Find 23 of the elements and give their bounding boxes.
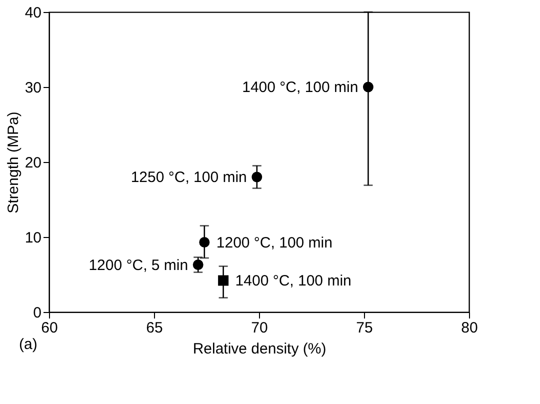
annotation: 1250 °C, 100 min [130, 169, 247, 186]
x-tick-label: 75 [356, 320, 373, 336]
point [192, 260, 204, 270]
y-tick-label: 20 [24, 154, 42, 172]
y-tick-label: 30 [24, 80, 42, 96]
y-tick-label: 10 [24, 230, 42, 246]
y-tick-label: 0 [33, 304, 42, 322]
point [199, 237, 210, 248]
y-axis-title: Strength (MPa) [4, 112, 22, 214]
x-tick-label: 70 [251, 320, 268, 336]
annotation: 1200 °C, 5 min [88, 256, 188, 274]
annotation: 1200 °C, 100 min [216, 234, 332, 252]
point [252, 172, 262, 182]
point [362, 82, 374, 92]
y-tick-label: 40 [24, 4, 42, 22]
x-tick-label: 65 [146, 320, 163, 336]
x-axis-title: Relative density (%) [192, 340, 326, 358]
annotation: 1400 °C, 100 min [235, 272, 352, 290]
text: (a) [19, 336, 38, 353]
point [218, 275, 229, 286]
x-tick-label: 60 [41, 320, 58, 336]
x-tick-label: 80 [461, 320, 478, 336]
annotation: 1400 °C, 100 min [242, 79, 358, 96]
